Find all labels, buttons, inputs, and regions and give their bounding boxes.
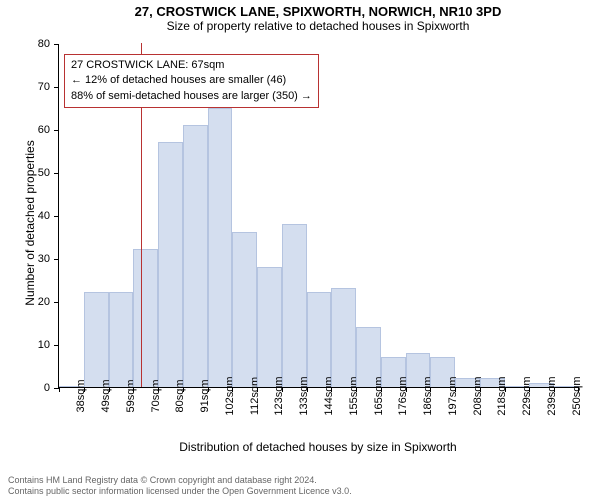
copyright-line-2: Contains public sector information licen… <box>8 486 352 498</box>
x-tick-label: 239sqm <box>546 376 558 415</box>
info-box-line-1: 27 CROSTWICK LANE: 67sqm <box>71 58 312 73</box>
histogram-bar <box>232 232 257 387</box>
y-tick-label: 20 <box>38 296 50 308</box>
y-tick-label: 30 <box>38 253 50 265</box>
chart-title-sub: Size of property relative to detached ho… <box>58 19 578 33</box>
x-tick-label: 250sqm <box>571 376 583 415</box>
y-tick-label: 60 <box>38 124 50 136</box>
y-tick-label: 40 <box>38 210 50 222</box>
titles: 27, CROSTWICK LANE, SPIXWORTH, NORWICH, … <box>58 4 578 33</box>
y-tick-label: 80 <box>38 38 50 50</box>
histogram-bar <box>208 108 233 388</box>
chart-title-main: 27, CROSTWICK LANE, SPIXWORTH, NORWICH, … <box>58 4 578 19</box>
histogram-bar <box>257 267 282 387</box>
histogram-bar <box>84 292 109 387</box>
copyright-text: Contains HM Land Registry data © Crown c… <box>8 475 352 498</box>
copyright-line-1: Contains HM Land Registry data © Crown c… <box>8 475 352 487</box>
histogram-bar <box>307 292 332 387</box>
histogram-bar <box>331 288 356 387</box>
x-tick-label: 218sqm <box>496 376 508 415</box>
y-tick-label: 70 <box>38 81 50 93</box>
y-axis-label: Number of detached properties <box>23 133 37 313</box>
info-box-line-2: ← 12% of detached houses are smaller (46… <box>71 73 312 88</box>
info-box-line-3: 88% of semi-detached houses are larger (… <box>71 89 312 104</box>
histogram-bar <box>133 249 158 387</box>
info-box: 27 CROSTWICK LANE: 67sqm← 12% of detache… <box>64 54 319 108</box>
histogram-bar <box>282 224 307 387</box>
y-tick-label: 50 <box>38 167 50 179</box>
y-tick-label: 10 <box>38 339 50 351</box>
histogram-bar <box>183 125 208 387</box>
histogram-bar <box>158 142 183 387</box>
y-tick-label: 0 <box>44 382 50 394</box>
chart-container: 27, CROSTWICK LANE, SPIXWORTH, NORWICH, … <box>0 0 600 500</box>
histogram-bar <box>109 292 134 387</box>
x-axis-label: Distribution of detached houses by size … <box>58 440 578 454</box>
